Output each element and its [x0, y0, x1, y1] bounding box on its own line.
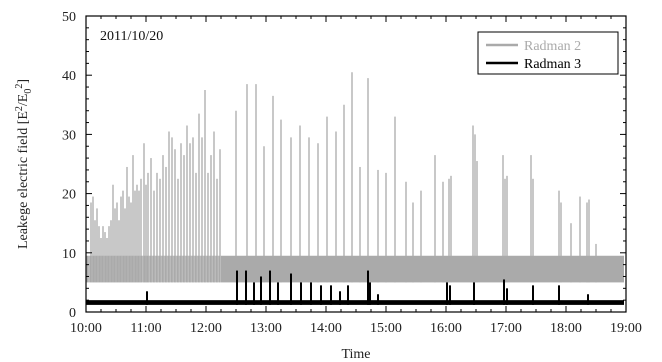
x-tick-label: 15:00 [370, 321, 402, 336]
series-radman-2-layer [85, 72, 624, 283]
legend: Radman 2 Radman 3 [477, 31, 619, 75]
date-annotation: 2011/10/20 [100, 29, 163, 44]
y-axis-title-end: ] [16, 79, 31, 84]
y-axis-title-sup2: 2 [14, 84, 25, 89]
axis-ticks [85, 15, 627, 313]
x-tick-label: 11:00 [130, 321, 161, 336]
series-radman-3-layer [86, 270, 624, 305]
x-tick-label: 19:00 [610, 321, 642, 336]
y-axis-title-mid: /E [16, 94, 31, 106]
radman-3-baseline-band [86, 300, 624, 305]
legend-label-radman-3: Radman 3 [524, 57, 581, 72]
x-tick-label: 14:00 [310, 321, 342, 336]
x-tick-label: 18:00 [550, 321, 582, 336]
y-axis-title-sup1: 2 [14, 106, 25, 111]
radman-2-baseline-band [221, 255, 624, 283]
y-tick-labels: 0 10 20 30 40 50 [62, 10, 76, 321]
x-tick-label: 17:00 [490, 321, 522, 336]
y-axis-title-sub: 0 [23, 89, 34, 94]
y-tick-label: 50 [62, 10, 76, 25]
y-tick-label: 40 [62, 69, 76, 84]
x-tick-label: 13:00 [250, 321, 282, 336]
x-tick-labels: 10:00 11:00 12:00 13:00 14:00 15:00 16:00 17:00… [70, 321, 642, 336]
y-axis-title: Leakege electric field [E2/E02] [14, 79, 34, 249]
y-tick-label: 10 [62, 247, 76, 262]
x-axis-title: Time [341, 347, 370, 362]
x-tick-label: 10:00 [70, 321, 102, 336]
x-tick-label: 16:00 [430, 321, 462, 336]
legend-label-radman-2: Radman 2 [524, 39, 581, 54]
y-tick-label: 30 [62, 128, 76, 143]
legend-box [477, 31, 619, 75]
y-tick-label: 20 [62, 188, 76, 203]
y-tick-label: 0 [69, 306, 76, 321]
y-axis-title-main: Leakege electric field [E [16, 111, 31, 249]
x-tick-label: 12:00 [190, 321, 222, 336]
